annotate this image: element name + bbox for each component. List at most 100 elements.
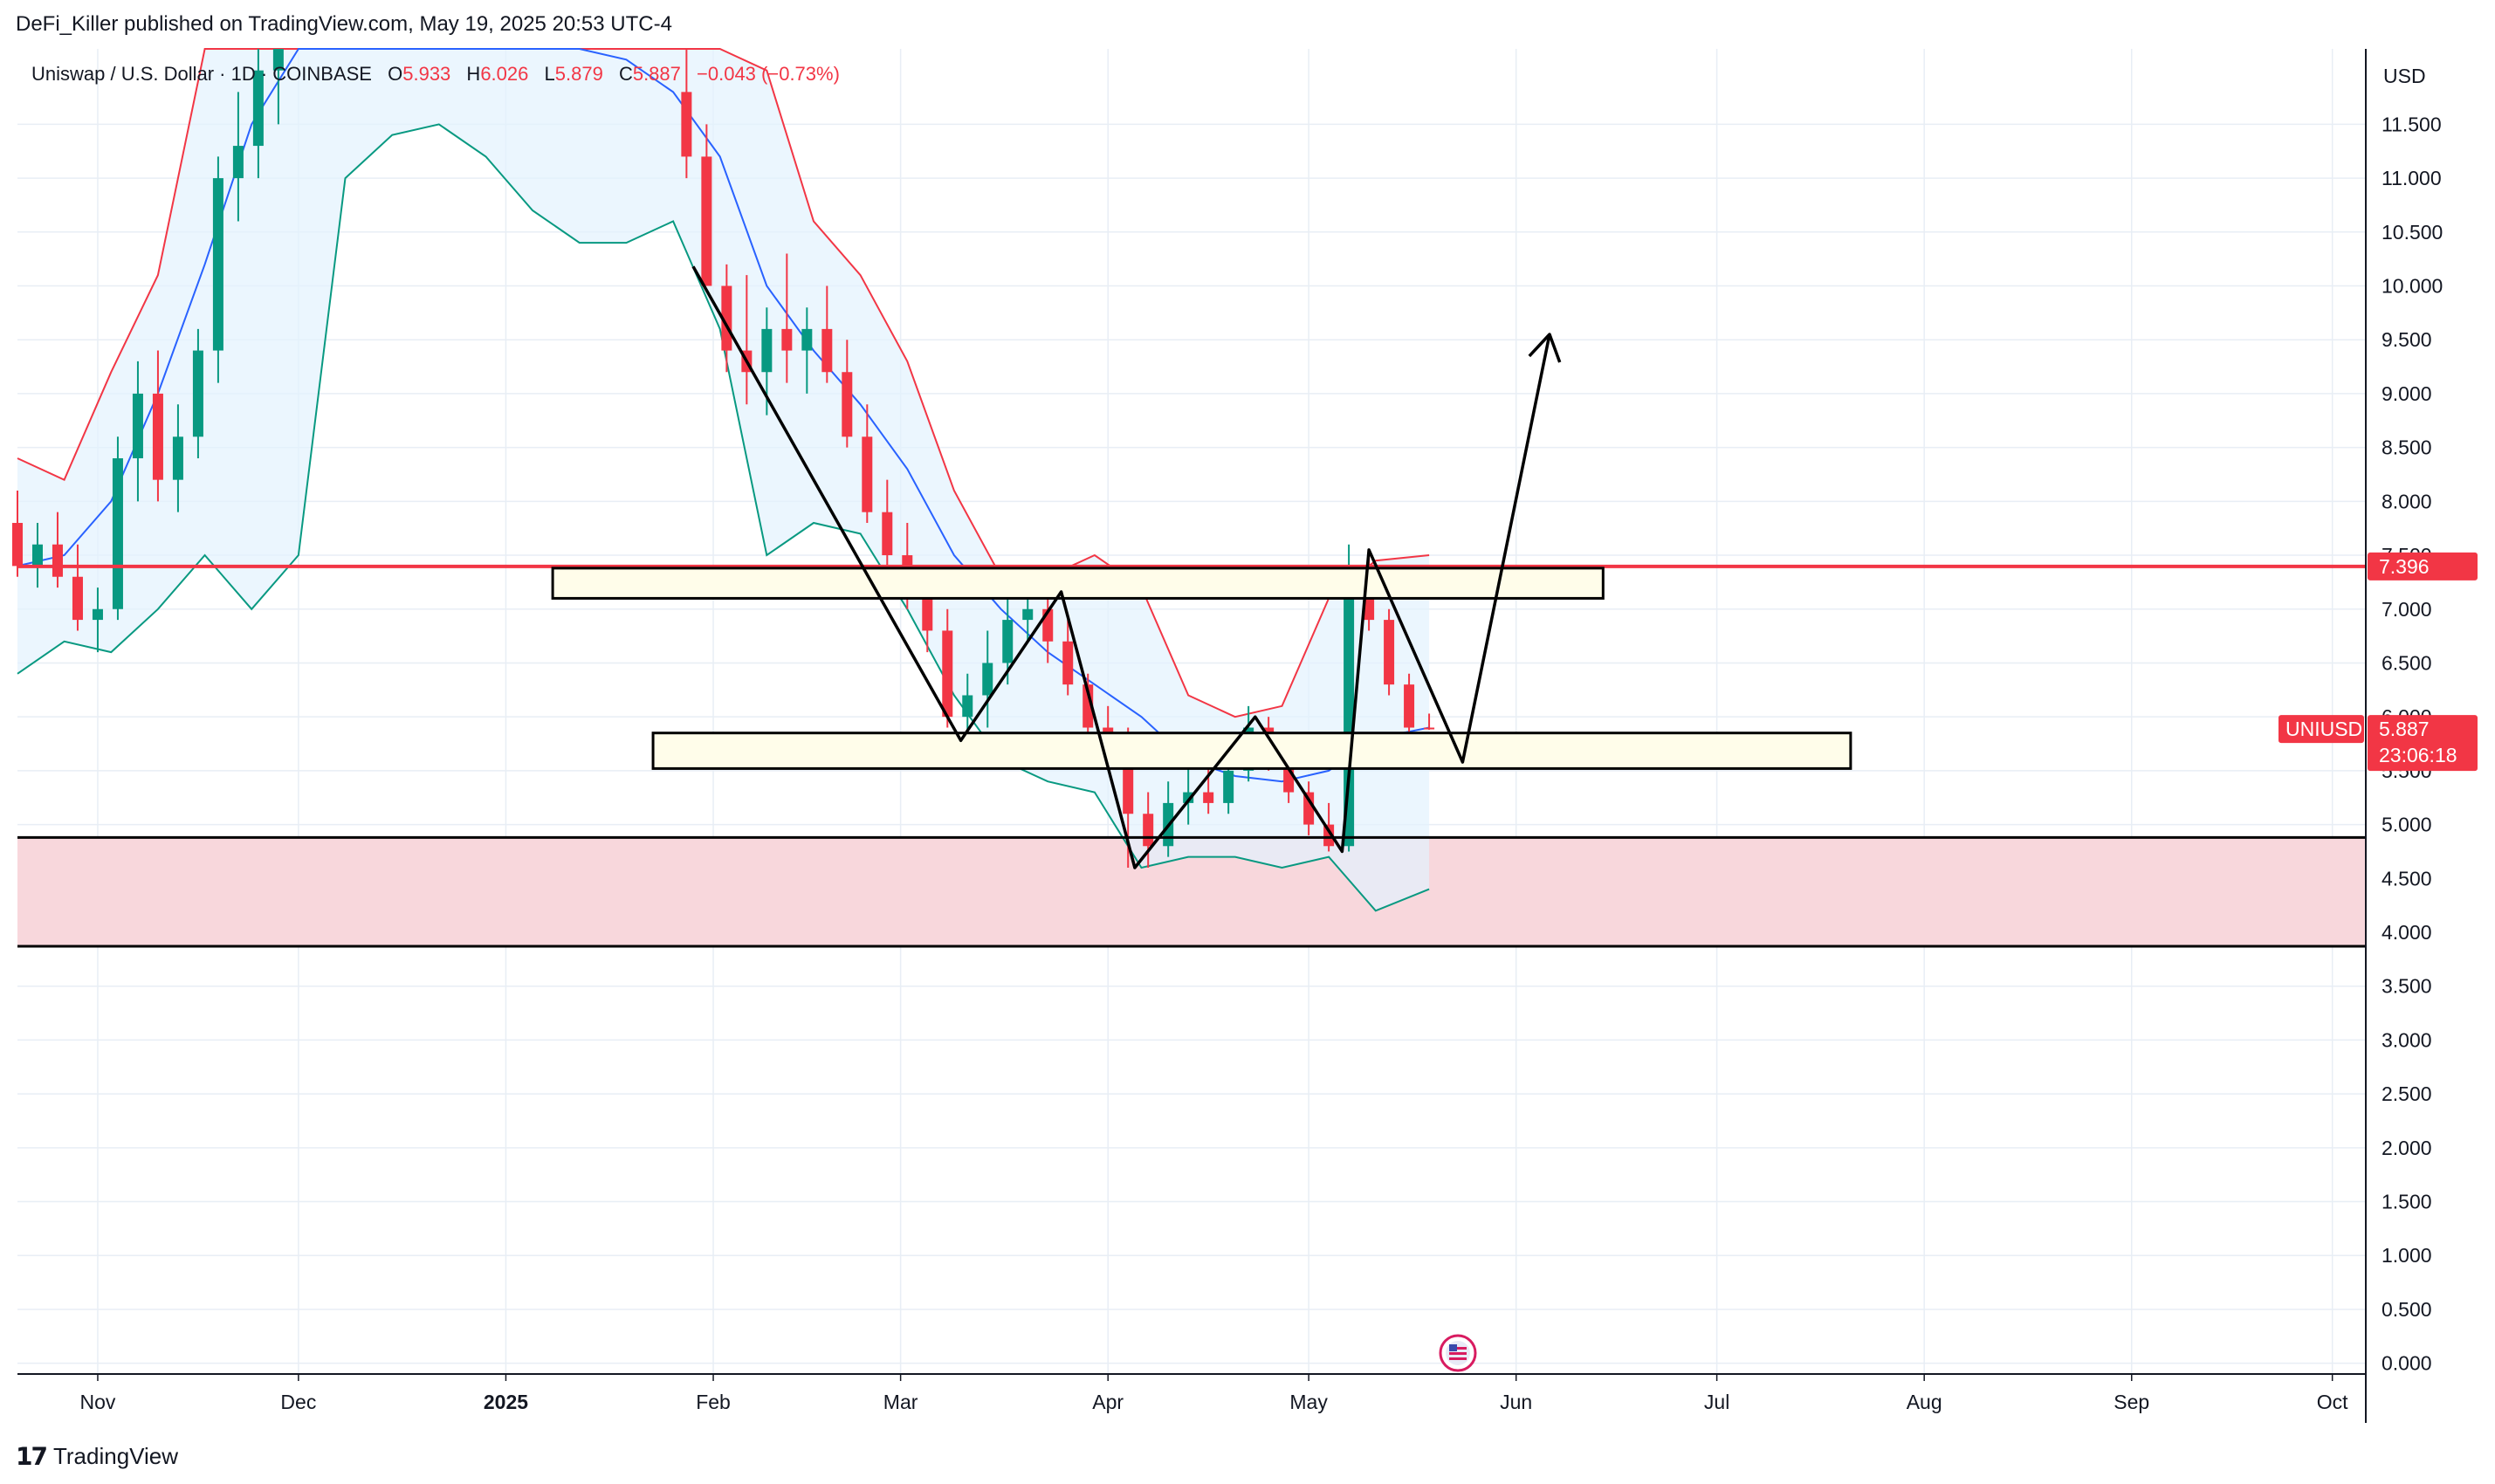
symbol-badge-text: UNIUSD [2285, 718, 2362, 740]
legend-high: 6.026 [480, 63, 528, 85]
y-tick-label: 8.500 [2382, 436, 2432, 459]
candle-body [1223, 770, 1234, 803]
candle-body [152, 393, 163, 480]
candle-body [12, 523, 23, 567]
tradingview-brand-name: TradingView [52, 1442, 179, 1469]
candle-body [52, 544, 63, 577]
candle-body [721, 285, 732, 351]
last-price-badge [2368, 715, 2478, 772]
candle-body [31, 544, 43, 567]
candle-body [1083, 684, 1094, 728]
candle-body [962, 695, 973, 718]
candle-body [942, 630, 953, 718]
legend-low: 5.879 [555, 63, 603, 85]
candle-body [112, 457, 123, 609]
candlesticks [12, 49, 1435, 868]
range-box [551, 567, 1605, 600]
legend-close-label: C [619, 63, 633, 85]
candle-body [761, 328, 773, 373]
candle-body [781, 328, 793, 351]
candle-body [821, 328, 833, 373]
symbol-badge [2278, 715, 2364, 744]
candle-body [1344, 587, 1355, 847]
candle-body [172, 436, 183, 480]
y-tick-label: 0.500 [2382, 1298, 2432, 1321]
tradingview-branding[interactable]: 𝟭𝟳 TradingView [16, 1439, 178, 1474]
us-flag-event-icon[interactable] [1439, 1334, 1477, 1372]
x-tick-label: 2025 [484, 1391, 528, 1413]
y-tick-label: 10.500 [2382, 221, 2443, 244]
candle-body [1384, 620, 1395, 685]
candle-body [1183, 792, 1194, 803]
x-tick-label: Jul [1704, 1391, 1729, 1413]
candle-body [801, 328, 813, 351]
legend-change: −0.043 (−0.73%) [697, 63, 840, 85]
legend-low-label: L [545, 63, 555, 85]
y-tick-label: 11.000 [2382, 167, 2442, 189]
legend-symbol: Uniswap / U.S. Dollar · 1D · COINBASE [31, 63, 372, 85]
horizontal-levels [17, 564, 2366, 948]
upper-band-line [17, 48, 1430, 718]
candle-body [192, 350, 203, 437]
candle-body [1303, 792, 1315, 825]
x-tick-label: Feb [696, 1391, 731, 1413]
candle-body [1022, 608, 1034, 621]
lower-band-line [17, 123, 1430, 912]
forecast-arrowhead [1528, 333, 1562, 363]
y-tick-label: 8.000 [2382, 490, 2432, 512]
candle-body [272, 49, 284, 71]
y-tick-label: 6.500 [2382, 651, 2432, 674]
candle-countdown: 23:06:18 [2379, 744, 2457, 766]
y-tick-label: 4.000 [2382, 921, 2432, 944]
candle-body [701, 156, 712, 286]
y-tick-label: 0.000 [2382, 1352, 2432, 1375]
ohlc-legend: Uniswap / U.S. Dollar · 1D · COINBASE O5… [31, 63, 840, 85]
legend-open: 5.933 [402, 63, 450, 85]
candle-body [1404, 684, 1415, 728]
y-tick-label: 1.500 [2382, 1191, 2432, 1213]
y-tick-label: 5.000 [2382, 814, 2432, 836]
price-chart[interactable]: 0.000 0.500 1.000 1.500 2.000 2.500 3.000 3.500… [0, 0, 2495, 1432]
publication-header: DeFi_Killer published on TradingView.com… [0, 0, 2495, 49]
x-tick-label: Mar [883, 1391, 918, 1413]
time-axis[interactable]: Nov Dec 2025 Feb Mar Apr May Jun Jul Aug Sep Oct [80, 1374, 2349, 1413]
candle-body [212, 178, 223, 351]
x-tick-label: May [1289, 1391, 1328, 1413]
x-tick-label: Jun [1500, 1391, 1532, 1413]
x-tick-label: Nov [80, 1391, 116, 1413]
y-tick-label: 9.500 [2382, 328, 2432, 351]
y-tick-label: 4.500 [2382, 867, 2432, 890]
tradingview-logo-icon: 𝟭𝟳 [16, 1442, 48, 1470]
level-price-value: 7.396 [2379, 555, 2430, 578]
y-tick-label: 11.500 [2382, 113, 2442, 135]
legend-open-label: O [388, 63, 402, 85]
candle-body [1002, 620, 1014, 663]
candle-body [1143, 814, 1154, 847]
forecast-pattern [691, 265, 1562, 869]
y-tick-label: 7.000 [2382, 598, 2432, 621]
candle-body [232, 146, 244, 179]
forecast-path [691, 265, 1551, 869]
legend-close: 5.887 [633, 63, 681, 85]
y-tick-label: 9.000 [2382, 382, 2432, 405]
candle-body [92, 608, 103, 621]
y-tick-label: 1.000 [2382, 1244, 2432, 1267]
candle-body [1424, 727, 1435, 730]
range-box [651, 732, 1852, 770]
candle-body [1323, 824, 1335, 847]
x-tick-label: Aug [1907, 1391, 1942, 1413]
y-tick-label: 2.500 [2382, 1082, 2432, 1105]
y-tick-label: 3.000 [2382, 1028, 2432, 1051]
price-axis[interactable]: 0.000 0.500 1.000 1.500 2.000 2.500 3.000 3.500… [2382, 113, 2443, 1374]
publication-caption: DeFi_Killer published on TradingView.com… [16, 12, 672, 36]
y-tick-label: 3.500 [2382, 975, 2432, 998]
candle-body [1062, 641, 1074, 685]
x-tick-label: Oct [2317, 1391, 2348, 1413]
price-labels: 7.396 5.887 23:06:18 UNIUSD [2278, 552, 2478, 772]
candle-body [1203, 792, 1214, 803]
candle-body [132, 393, 143, 458]
candle-body [252, 70, 264, 147]
candle-body [72, 576, 83, 621]
y-tick-label: 10.000 [2382, 275, 2443, 298]
candle-body [681, 92, 692, 157]
